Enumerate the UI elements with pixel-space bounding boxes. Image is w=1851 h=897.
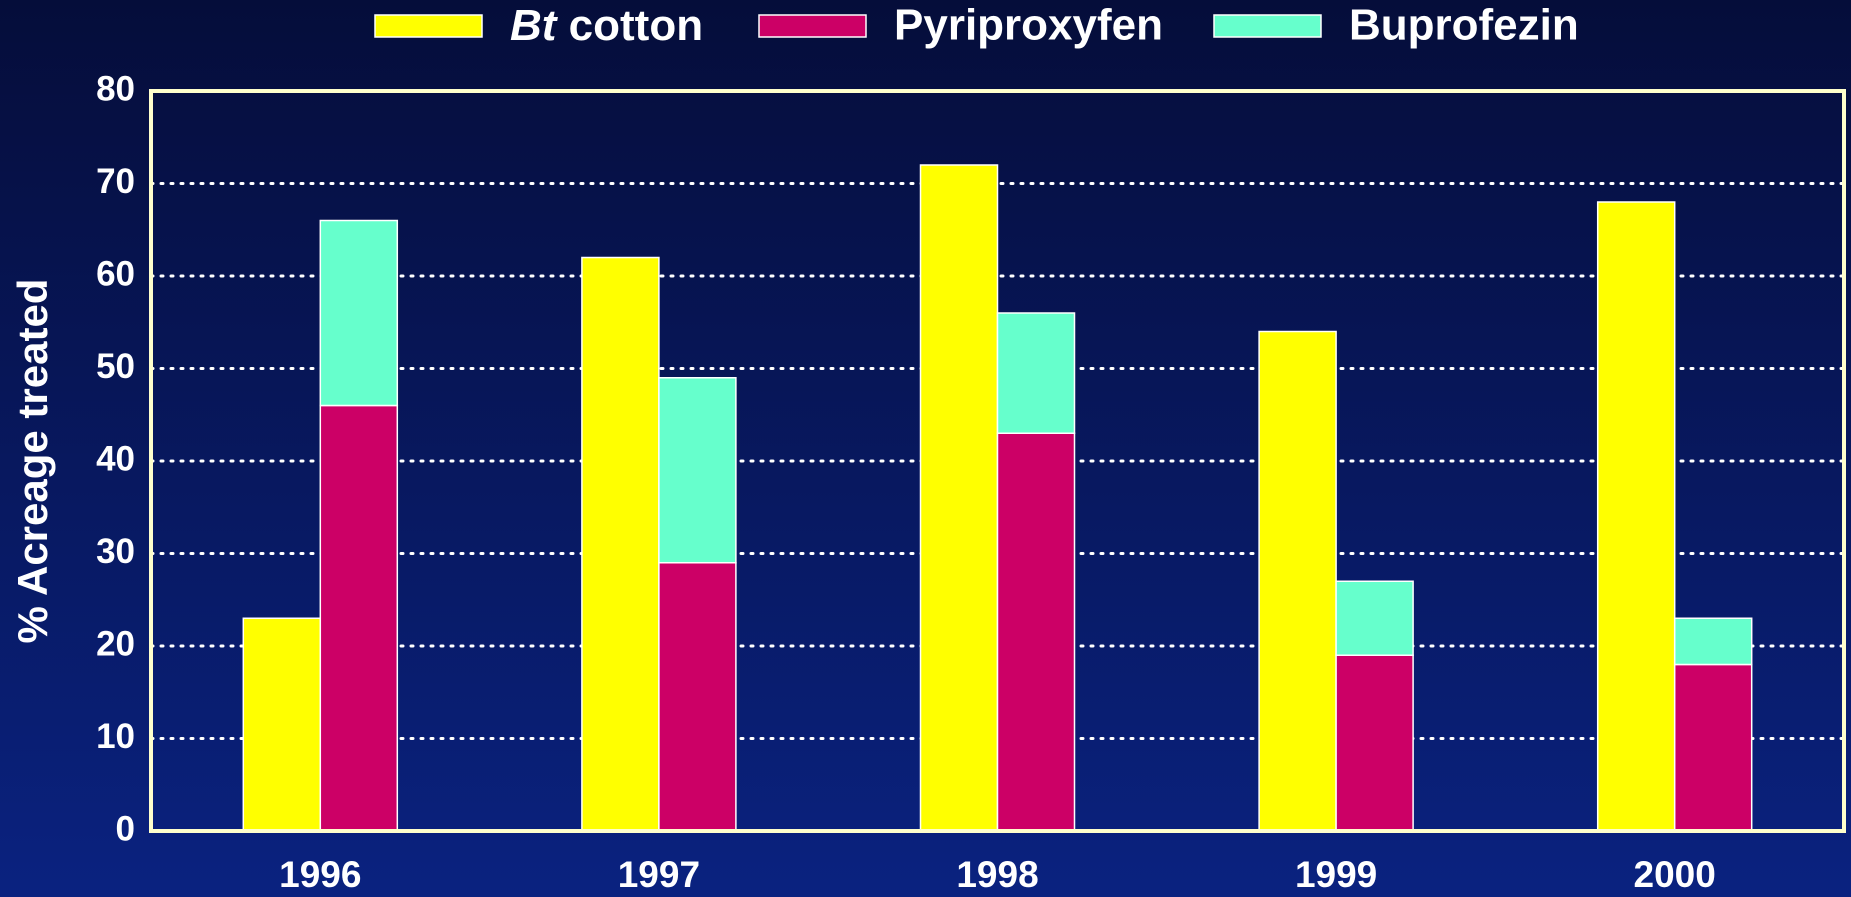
legend-label: Pyriproxyfen — [894, 1, 1163, 50]
y-tick-label: 10 — [96, 717, 135, 756]
y-tick-label: 80 — [96, 69, 135, 108]
y-tick-label: 30 — [96, 532, 135, 571]
x-tick-label: 2000 — [1634, 854, 1716, 895]
bar — [1336, 655, 1413, 831]
bar — [1675, 665, 1752, 832]
y-tick-label: 40 — [96, 439, 135, 478]
legend-swatch — [375, 15, 482, 37]
x-tick-label: 1999 — [1295, 854, 1377, 895]
x-tick-label: 1996 — [279, 854, 361, 895]
y-tick-label: 70 — [96, 162, 135, 201]
x-tick-label: 1997 — [618, 854, 700, 895]
y-axis-label: % Acreage treated — [9, 279, 56, 644]
y-tick-label: 60 — [96, 254, 135, 293]
legend-label: Bt cotton — [510, 1, 703, 50]
bar — [1336, 581, 1413, 655]
bar — [582, 258, 659, 832]
bar — [659, 563, 736, 831]
bar — [659, 378, 736, 563]
bar — [1598, 202, 1675, 831]
bar — [998, 433, 1075, 831]
y-tick-label: 20 — [96, 624, 135, 663]
bar — [320, 406, 397, 832]
y-tick-label: 0 — [116, 809, 135, 848]
y-tick-label: 50 — [96, 347, 135, 386]
bar — [921, 165, 998, 831]
bar — [1259, 332, 1336, 832]
legend-label: Buprofezin — [1349, 1, 1579, 50]
bar — [1675, 618, 1752, 664]
bar — [243, 618, 320, 831]
legend-swatch — [759, 15, 866, 37]
chart: % Acreage treated 0 10 20 30 40 50 60 70 80 1996 1… — [0, 0, 1851, 897]
page: {"chart_data": {"type": "bar", "y_label"… — [0, 0, 1851, 897]
x-tick-label: 1998 — [956, 854, 1038, 895]
bar — [320, 221, 397, 406]
bar — [998, 313, 1075, 433]
legend-swatch — [1214, 15, 1321, 37]
